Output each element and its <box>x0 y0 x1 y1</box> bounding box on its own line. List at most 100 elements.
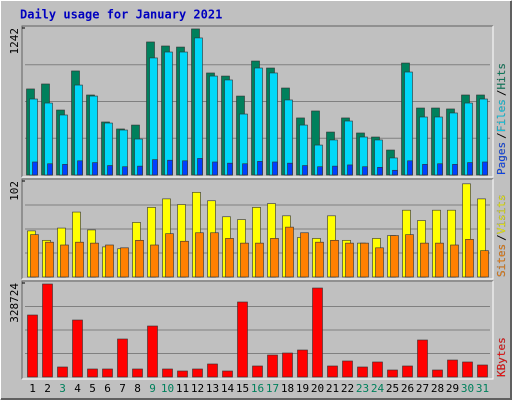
x-tick-label: 10 <box>161 382 174 395</box>
bar <box>465 239 474 278</box>
bar <box>137 165 143 176</box>
bar <box>372 361 383 378</box>
bar <box>287 162 293 176</box>
bar <box>149 57 158 176</box>
bar <box>302 165 308 176</box>
bar <box>405 234 414 278</box>
bar <box>224 79 233 176</box>
x-tick-label: 21 <box>326 382 339 395</box>
x-tick-label: 3 <box>59 382 66 395</box>
bar <box>312 287 323 378</box>
bar <box>180 240 189 278</box>
bar <box>92 162 98 176</box>
bar <box>107 165 113 176</box>
bar <box>150 244 159 278</box>
bar <box>345 242 354 278</box>
bar <box>387 369 398 378</box>
legend-separator: / <box>495 132 508 139</box>
bar <box>120 247 129 278</box>
bar <box>195 232 204 278</box>
bar <box>347 164 353 176</box>
bar <box>90 242 99 278</box>
bar <box>197 158 203 176</box>
bar <box>194 37 203 176</box>
x-tick-label: 5 <box>89 382 96 395</box>
bar <box>392 169 398 176</box>
x-tick-label: 29 <box>446 382 459 395</box>
bar <box>225 238 234 278</box>
legend-entry: Visits <box>495 195 508 235</box>
legend-entry: Sites <box>495 244 508 277</box>
bar <box>164 51 173 176</box>
legend-entry: Hits <box>495 63 508 90</box>
bar <box>60 244 69 278</box>
panel-border-dark <box>21 280 493 379</box>
x-tick-label: 25 <box>386 382 399 395</box>
bar <box>270 238 279 278</box>
bar <box>404 71 413 176</box>
bar <box>452 164 458 176</box>
bar <box>254 67 263 176</box>
bar <box>167 159 173 176</box>
bar <box>182 160 188 176</box>
x-tick-label: 23 <box>356 382 369 395</box>
bar <box>357 366 368 378</box>
bar <box>222 370 233 378</box>
bar <box>390 235 399 278</box>
bar <box>252 365 263 378</box>
bar <box>237 301 248 378</box>
bar <box>152 159 158 176</box>
bar <box>402 365 413 378</box>
bar <box>42 283 53 378</box>
bar <box>179 51 188 176</box>
bar <box>342 360 353 378</box>
bar <box>30 234 39 278</box>
bar <box>257 161 263 176</box>
bar <box>135 239 144 278</box>
y-tick-label: 102 <box>8 181 21 201</box>
bar <box>147 325 158 378</box>
x-tick-label: 2 <box>44 382 51 395</box>
bar <box>255 242 264 278</box>
legend: Sites /Visits <box>495 195 508 278</box>
bar <box>377 167 383 176</box>
x-tick-label: 12 <box>191 382 204 395</box>
bar <box>177 370 188 378</box>
bar <box>300 232 309 278</box>
bar <box>45 241 54 278</box>
bar <box>212 161 218 176</box>
bar <box>165 233 174 278</box>
x-tick-label: 20 <box>311 382 324 395</box>
bar <box>282 352 293 378</box>
bar <box>462 361 473 378</box>
bar <box>102 368 113 378</box>
bar <box>285 226 294 278</box>
bar <box>422 164 428 176</box>
x-tick-label: 1 <box>29 382 36 395</box>
bar <box>315 241 324 278</box>
bar <box>72 319 83 378</box>
bar <box>27 314 38 378</box>
x-tick-label: 30 <box>461 382 474 395</box>
bar <box>227 162 233 176</box>
x-tick-label: 17 <box>266 382 279 395</box>
x-tick-label: 4 <box>74 382 81 395</box>
bar <box>417 339 428 378</box>
bar <box>207 363 218 378</box>
bar <box>437 163 443 176</box>
bar <box>435 242 444 278</box>
legend: KBytes <box>495 337 508 377</box>
bar <box>57 366 68 378</box>
legend-entry: Pages <box>495 142 508 175</box>
panel-border-light <box>22 26 494 178</box>
bar <box>210 232 219 278</box>
x-tick-label: 19 <box>296 382 309 395</box>
x-tick-label: 11 <box>176 382 189 395</box>
panel-border-dark <box>21 178 493 279</box>
bar <box>432 369 443 378</box>
legend-entry: KBytes <box>495 337 508 377</box>
bar <box>62 164 68 176</box>
bar <box>77 160 83 176</box>
x-tick-label: 18 <box>281 382 294 395</box>
